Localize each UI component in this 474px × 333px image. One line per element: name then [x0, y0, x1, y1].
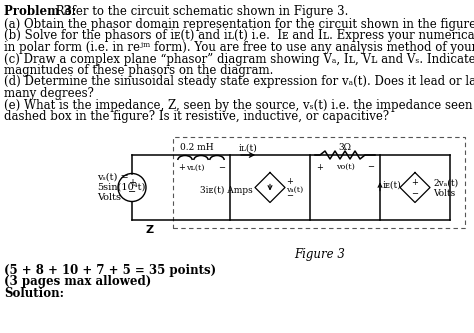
- Text: Problem 3:: Problem 3:: [4, 5, 76, 18]
- Text: 0.2 mH: 0.2 mH: [180, 144, 214, 153]
- Text: −: −: [219, 164, 226, 172]
- Text: (d) Determine the sinusoidal steady state expression for vₐ(t). Does it lead or : (d) Determine the sinusoidal steady stat…: [4, 76, 474, 89]
- Text: 3iᴇ(t) Amps: 3iᴇ(t) Amps: [200, 186, 253, 195]
- Text: Z: Z: [146, 225, 154, 235]
- Text: +: +: [128, 178, 136, 188]
- Text: many degrees?: many degrees?: [4, 87, 94, 100]
- Text: (e) What is the impedance, Z, seen by the source, vₛ(t) i.e. the impedance seen : (e) What is the impedance, Z, seen by th…: [4, 99, 474, 112]
- Text: −: −: [128, 187, 136, 197]
- Text: magnitudes of these phasors on the diagram.: magnitudes of these phasors on the diagr…: [4, 64, 273, 77]
- Text: vᴏ(t): vᴏ(t): [336, 163, 355, 171]
- Text: in polar form (i.e. in reʲᵐ form). You are free to use any analysis method of yo: in polar form (i.e. in reʲᵐ form). You a…: [4, 41, 474, 54]
- Text: −: −: [367, 163, 374, 171]
- Text: iʟ(t): iʟ(t): [238, 144, 257, 153]
- Text: Figure 3: Figure 3: [294, 248, 346, 261]
- Text: 2vₐ(t): 2vₐ(t): [433, 179, 458, 188]
- Text: (b) Solve for the phasors of iᴇ(t) and iʟ(t) i.e.  Iᴇ and Iʟ. Express your numer: (b) Solve for the phasors of iᴇ(t) and i…: [4, 30, 474, 43]
- Text: (3 pages max allowed): (3 pages max allowed): [4, 275, 151, 288]
- Text: (5 + 8 + 10 + 7 + 5 = 35 points): (5 + 8 + 10 + 7 + 5 = 35 points): [4, 264, 216, 277]
- Text: (c) Draw a complex plane “phasor” diagram showing Vₐ, Iʟ, Vʟ and Vₛ. Indicate th: (c) Draw a complex plane “phasor” diagra…: [4, 53, 474, 66]
- Text: iᴇ(t): iᴇ(t): [383, 181, 402, 190]
- Text: Solution:: Solution:: [4, 287, 64, 300]
- Text: 5sin(10⁴t): 5sin(10⁴t): [97, 183, 146, 192]
- Text: vₐ(t): vₐ(t): [286, 185, 303, 193]
- Text: +: +: [178, 164, 185, 172]
- Text: +: +: [411, 178, 419, 187]
- Text: dashed box in the figure? Is it resistive, inductive, or capacitive?: dashed box in the figure? Is it resistiv…: [4, 110, 389, 123]
- Text: 3Ω: 3Ω: [338, 144, 352, 153]
- Text: Volts: Volts: [97, 193, 121, 202]
- Text: +: +: [316, 163, 323, 171]
- Text: Refer to the circuit schematic shown in Figure 3.: Refer to the circuit schematic shown in …: [52, 5, 348, 18]
- Text: Volts: Volts: [433, 189, 455, 198]
- Text: −: −: [286, 191, 293, 200]
- Text: vʟ(t): vʟ(t): [186, 164, 204, 172]
- Text: vₛ(t) =: vₛ(t) =: [97, 173, 128, 182]
- Text: +: +: [286, 177, 293, 186]
- Text: −: −: [411, 189, 419, 198]
- Text: (a) Obtain the phasor domain representation for the circuit shown in the figure.: (a) Obtain the phasor domain representat…: [4, 18, 474, 31]
- Bar: [173, 137, 465, 228]
